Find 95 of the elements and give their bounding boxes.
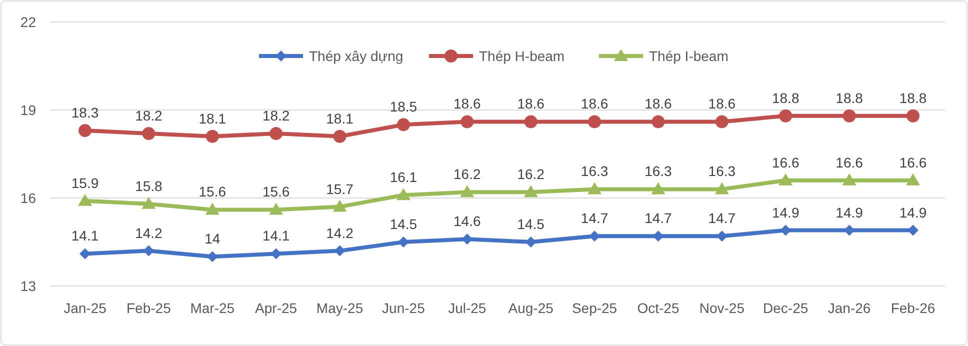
point bbox=[142, 126, 156, 140]
point bbox=[588, 115, 602, 128]
point bbox=[396, 118, 410, 132]
point bbox=[908, 224, 918, 236]
point bbox=[269, 202, 284, 215]
x-tick-label: Jun-25 bbox=[382, 300, 426, 316]
data-label: 16.2 bbox=[454, 166, 481, 182]
data-label: 16.6 bbox=[899, 154, 927, 170]
point bbox=[78, 124, 92, 138]
data-label: 18.2 bbox=[262, 107, 290, 124]
point bbox=[396, 188, 410, 200]
data-label: 18.6 bbox=[644, 96, 672, 112]
data-label: 14.2 bbox=[135, 224, 163, 241]
data-label: 14.5 bbox=[517, 216, 545, 232]
data-label: 18.1 bbox=[326, 110, 354, 126]
data-label: 18.2 bbox=[135, 107, 163, 124]
x-tick-label: Jan-26 bbox=[828, 300, 871, 316]
data-label: 18.8 bbox=[836, 90, 864, 106]
point bbox=[524, 115, 538, 128]
point bbox=[906, 109, 920, 122]
data-label: 14.7 bbox=[708, 210, 736, 226]
point bbox=[524, 185, 538, 198]
x-tick-label: Mar-25 bbox=[190, 300, 235, 316]
legend-label: Thép I-beam bbox=[649, 48, 728, 64]
y-tick-label: 19 bbox=[20, 102, 36, 118]
data-label: 14.5 bbox=[390, 216, 418, 232]
data-label: 14.7 bbox=[580, 210, 608, 226]
data-label: 18.6 bbox=[454, 96, 481, 112]
data-label: 14.1 bbox=[71, 228, 99, 244]
data-label: 18.6 bbox=[517, 96, 545, 112]
data-label: 14 bbox=[204, 230, 220, 247]
data-label: 18.5 bbox=[390, 98, 418, 115]
point bbox=[78, 194, 92, 206]
point bbox=[906, 173, 920, 186]
x-tick-label: Apr-25 bbox=[255, 300, 298, 316]
data-label: 14.1 bbox=[262, 228, 290, 244]
point bbox=[842, 109, 856, 122]
data-label: 18.6 bbox=[580, 96, 608, 112]
point bbox=[714, 182, 729, 194]
x-tick-label: Aug-25 bbox=[508, 300, 554, 316]
data-label: 15.9 bbox=[71, 174, 99, 191]
point bbox=[460, 115, 474, 128]
data-label: 14.7 bbox=[644, 210, 672, 226]
point bbox=[206, 251, 218, 262]
point bbox=[842, 173, 856, 186]
data-label: 15.7 bbox=[326, 180, 354, 197]
data-label: 16.1 bbox=[390, 169, 418, 186]
data-label: 14.9 bbox=[836, 204, 864, 220]
point bbox=[652, 115, 665, 128]
point bbox=[651, 182, 666, 194]
point bbox=[333, 130, 346, 143]
data-label: 18.3 bbox=[71, 104, 99, 121]
data-label: 15.6 bbox=[198, 184, 226, 200]
data-label: 16.3 bbox=[708, 163, 736, 180]
legend-label: Thép H-beam bbox=[479, 48, 565, 64]
data-label: 18.8 bbox=[899, 90, 927, 106]
point bbox=[398, 236, 409, 248]
data-label: 14.6 bbox=[454, 213, 481, 230]
point bbox=[270, 126, 283, 140]
data-label: 18.6 bbox=[708, 96, 736, 112]
point bbox=[80, 248, 90, 260]
data-label: 14.2 bbox=[326, 224, 354, 241]
point bbox=[715, 115, 728, 128]
data-label: 14.9 bbox=[899, 204, 927, 220]
x-tick-label: May-25 bbox=[316, 300, 364, 316]
x-tick-label: Nov-25 bbox=[699, 300, 745, 316]
data-label: 14.9 bbox=[772, 204, 800, 220]
point bbox=[778, 173, 793, 186]
data-label: 16.3 bbox=[644, 163, 672, 180]
x-tick-label: Feb-26 bbox=[890, 300, 936, 316]
point bbox=[205, 202, 220, 215]
data-label: 15.8 bbox=[135, 178, 163, 194]
data-label: 16.6 bbox=[836, 154, 864, 170]
x-tick-label: Jul-25 bbox=[448, 300, 486, 316]
data-label: 16.2 bbox=[517, 166, 545, 182]
x-tick-label: Jan-25 bbox=[64, 300, 107, 316]
data-label: 15.6 bbox=[262, 184, 290, 200]
x-tick-label: Sep-25 bbox=[572, 300, 618, 316]
point bbox=[460, 185, 474, 198]
data-label: 18.1 bbox=[198, 110, 226, 126]
x-tick-label: Dec-25 bbox=[763, 300, 808, 316]
point bbox=[779, 109, 792, 122]
data-label: 16.6 bbox=[772, 154, 800, 170]
data-label: 18.8 bbox=[772, 90, 800, 106]
y-tick-label: 13 bbox=[20, 278, 36, 294]
x-tick-label: Oct-25 bbox=[637, 300, 680, 316]
y-tick-label: 16 bbox=[20, 190, 36, 206]
point bbox=[142, 196, 156, 209]
y-tick-label: 22 bbox=[20, 14, 36, 30]
data-label: 16.3 bbox=[580, 163, 608, 180]
x-tick-label: Feb-25 bbox=[126, 300, 172, 316]
point bbox=[332, 200, 347, 212]
legend-label: Thép xây dựng bbox=[309, 48, 404, 64]
point bbox=[206, 130, 219, 143]
point bbox=[588, 182, 602, 194]
